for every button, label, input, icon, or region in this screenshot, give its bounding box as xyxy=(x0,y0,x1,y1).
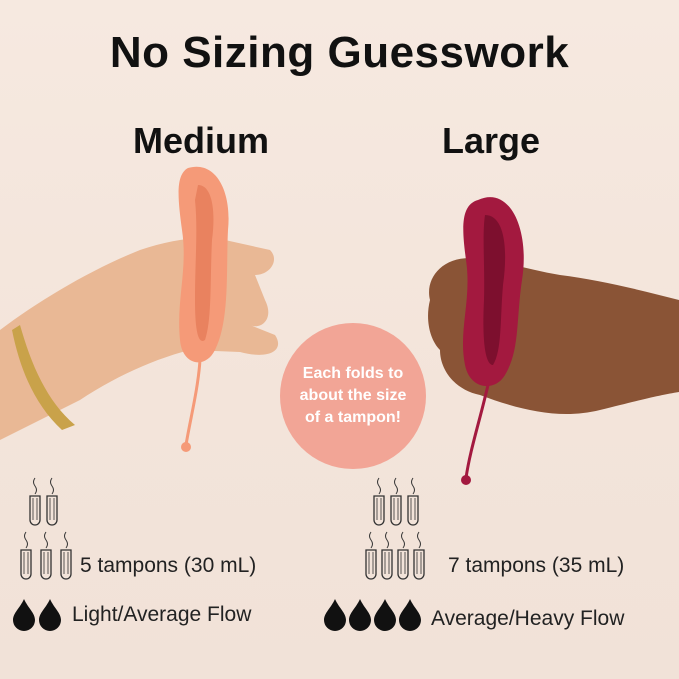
drop-icon xyxy=(349,599,371,631)
large-capacity: 7 tampons (35 mL) xyxy=(448,554,625,577)
medium-capacity: 5 tampons (30 mL) xyxy=(80,554,257,577)
bracelet xyxy=(12,325,75,430)
medium-label: Medium xyxy=(133,120,270,161)
drop-icon xyxy=(13,599,35,631)
large-flow: Average/Heavy Flow xyxy=(431,607,625,630)
medium-cup xyxy=(178,166,229,452)
medium-flow: Light/Average Flow xyxy=(72,603,252,626)
drop-icon xyxy=(399,599,421,631)
large-label: Large xyxy=(442,120,541,161)
tampon-icon xyxy=(381,531,393,580)
drop-icon xyxy=(374,599,396,631)
tampon-icon xyxy=(365,531,377,580)
tampon-icon xyxy=(60,531,72,580)
page-title: No Sizing Guesswork xyxy=(109,28,570,77)
tampon-icon xyxy=(407,477,419,526)
large-cup xyxy=(461,197,524,485)
tampon-icon xyxy=(29,477,41,526)
tampon-icon xyxy=(20,531,32,580)
tampon-icon xyxy=(390,477,402,526)
tampon-icon xyxy=(46,477,58,526)
drop-icon xyxy=(324,599,346,631)
tampon-icon xyxy=(40,531,52,580)
tampon-icon xyxy=(397,531,409,580)
drop-icon xyxy=(39,599,61,631)
tampon-icon xyxy=(413,531,425,580)
tampon-icon xyxy=(373,477,385,526)
fold-size-badge: Each folds to about the size of a tampon… xyxy=(280,323,426,469)
